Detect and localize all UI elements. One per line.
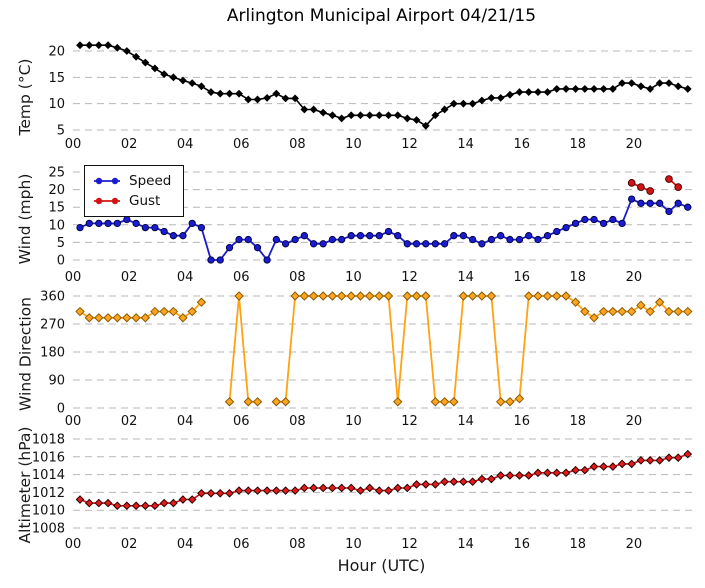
svg-text:00: 00: [65, 270, 82, 285]
svg-text:15: 15: [48, 201, 65, 216]
svg-text:360: 360: [40, 290, 65, 305]
svg-text:14: 14: [457, 137, 474, 152]
svg-text:20: 20: [48, 45, 65, 60]
svg-text:5: 5: [57, 124, 65, 139]
svg-text:10: 10: [345, 270, 362, 285]
svg-text:04: 04: [177, 414, 194, 429]
svg-text:14: 14: [457, 270, 474, 285]
svg-text:16: 16: [513, 137, 530, 152]
svg-text:10: 10: [345, 414, 362, 429]
svg-text:5: 5: [57, 236, 65, 251]
svg-text:1014: 1014: [32, 468, 65, 483]
legend-label-gust: Gust: [129, 193, 161, 209]
svg-text:08: 08: [289, 270, 306, 285]
svg-text:18: 18: [570, 537, 587, 552]
svg-text:1010: 1010: [32, 504, 65, 519]
svg-text:20: 20: [626, 537, 643, 552]
svg-text:16: 16: [513, 537, 530, 552]
svg-text:12: 12: [401, 414, 418, 429]
svg-text:06: 06: [233, 137, 250, 152]
svg-text:04: 04: [177, 137, 194, 152]
svg-text:180: 180: [40, 346, 65, 361]
wind-direction-chart: 0 90 180 270 360 00 02 04 06 08 10 12 14 16 18 20: [40, 290, 693, 429]
svg-text:20: 20: [48, 183, 65, 198]
x-axis-label: Hour (UTC): [337, 556, 426, 575]
legend-item-gust: Gust: [92, 191, 171, 211]
svg-text:00: 00: [65, 537, 82, 552]
chart-title: Arlington Municipal Airport 04/21/15: [226, 6, 537, 26]
svg-text:12: 12: [401, 137, 418, 152]
svg-text:10: 10: [48, 97, 65, 112]
wind-speed-chart: 0 5 10 15 20 25 00 02 04 06 08 10 12 14 16 18 20: [48, 166, 692, 285]
gust-line-icon: [94, 197, 120, 205]
svg-text:00: 00: [65, 137, 82, 152]
svg-text:14: 14: [457, 537, 474, 552]
svg-text:1016: 1016: [32, 450, 65, 465]
svg-text:08: 08: [289, 137, 306, 152]
svg-text:06: 06: [233, 270, 250, 285]
svg-text:08: 08: [289, 537, 306, 552]
svg-text:04: 04: [177, 270, 194, 285]
svg-text:04: 04: [177, 537, 194, 552]
svg-text:15: 15: [48, 71, 65, 86]
svg-text:08: 08: [289, 414, 306, 429]
svg-text:12: 12: [401, 537, 418, 552]
svg-text:20: 20: [626, 270, 643, 285]
svg-text:02: 02: [121, 537, 138, 552]
svg-text:10: 10: [48, 218, 65, 233]
svg-text:16: 16: [513, 270, 530, 285]
svg-text:1018: 1018: [32, 433, 65, 448]
svg-text:16: 16: [513, 414, 530, 429]
svg-text:00: 00: [65, 414, 82, 429]
svg-text:02: 02: [121, 270, 138, 285]
svg-text:02: 02: [121, 414, 138, 429]
svg-text:25: 25: [48, 166, 65, 181]
legend-item-speed: Speed: [92, 171, 171, 191]
svg-text:10: 10: [345, 137, 362, 152]
svg-text:0: 0: [57, 402, 65, 417]
svg-text:90: 90: [48, 374, 65, 389]
legend-label-speed: Speed: [129, 173, 172, 189]
svg-text:06: 06: [233, 537, 250, 552]
svg-text:14: 14: [457, 414, 474, 429]
svg-text:1012: 1012: [32, 486, 65, 501]
svg-text:270: 270: [40, 318, 65, 333]
svg-text:1008: 1008: [32, 522, 65, 537]
svg-text:06: 06: [233, 414, 250, 429]
svg-text:20: 20: [626, 137, 643, 152]
svg-text:18: 18: [570, 414, 587, 429]
speed-line-icon: [94, 177, 120, 185]
svg-text:10: 10: [345, 537, 362, 552]
svg-text:12: 12: [401, 270, 418, 285]
svg-text:02: 02: [121, 137, 138, 152]
temperature-chart: 5 10 15 20 00 02 04 06 08 10 12 14 16 18 20: [48, 41, 692, 152]
svg-text:18: 18: [570, 137, 587, 152]
svg-text:0: 0: [57, 254, 65, 269]
wind-legend: Speed Gust: [84, 165, 185, 217]
svg-text:20: 20: [626, 414, 643, 429]
svg-text:18: 18: [570, 270, 587, 285]
